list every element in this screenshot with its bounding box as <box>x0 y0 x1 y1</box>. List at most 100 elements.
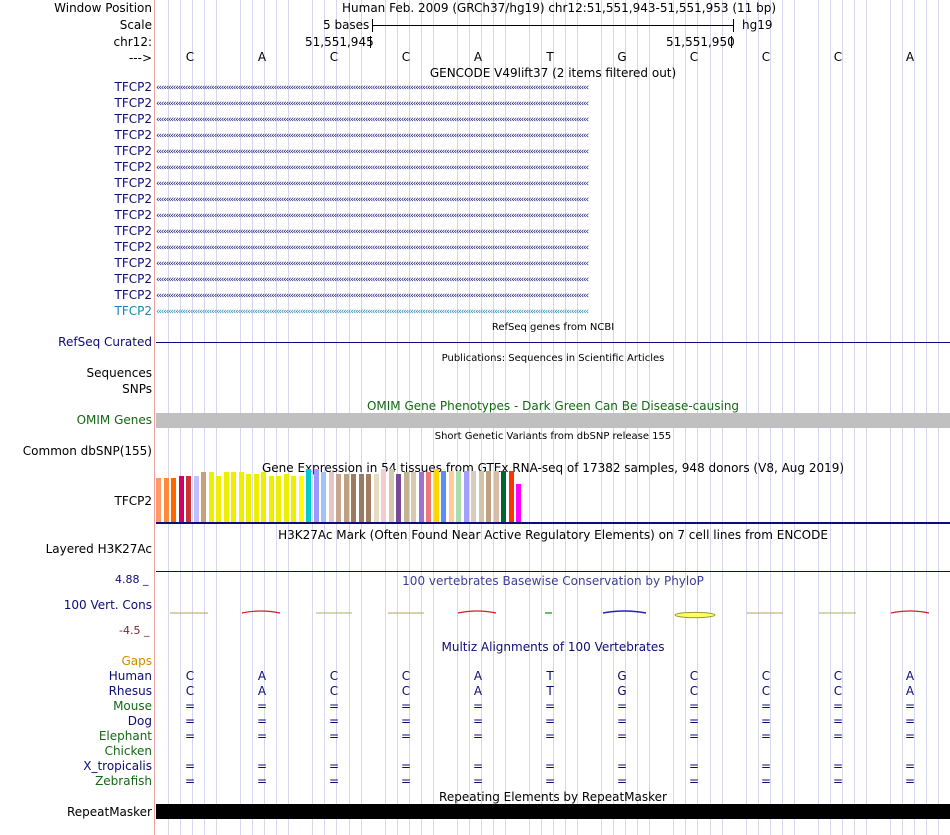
multiz-species-label[interactable]: Human <box>108 669 152 683</box>
phylop-title[interactable]: 100 vertebrates Basewise Conservation by… <box>402 574 704 588</box>
gtex-tissue-bar[interactable] <box>321 472 326 522</box>
multiz-species-label[interactable]: Rhesus <box>108 684 152 698</box>
gtex-tissue-bar[interactable] <box>396 474 401 522</box>
phylop-label[interactable]: 100 Vert. Cons <box>63 598 152 612</box>
gencode-item-track[interactable]: ‹‹‹‹‹‹‹‹‹‹‹‹‹‹‹‹‹‹‹‹‹‹‹‹‹‹‹‹‹‹‹‹‹‹‹‹‹‹‹‹… <box>156 259 589 269</box>
assembly-position[interactable]: Human Feb. 2009 (GRCh37/hg19) chr12:51,5… <box>342 1 777 15</box>
multiz-title[interactable]: Multiz Alignments of 100 Vertebrates <box>441 640 665 654</box>
gencode-item-label[interactable]: TFCP2 <box>114 128 152 142</box>
gencode-title[interactable]: GENCODE V49lift37 (2 items filtered out) <box>429 66 677 80</box>
gtex-tissue-bar[interactable] <box>268 476 274 522</box>
gtex-tissue-bar[interactable] <box>403 472 409 522</box>
gtex-tissue-bar[interactable] <box>291 476 296 522</box>
gencode-item-track[interactable]: ‹‹‹‹‹‹‹‹‹‹‹‹‹‹‹‹‹‹‹‹‹‹‹‹‹‹‹‹‹‹‹‹‹‹‹‹‹‹‹‹… <box>156 115 589 125</box>
gencode-item-label[interactable]: TFCP2 <box>114 80 152 94</box>
gencode-item-label[interactable]: TFCP2 <box>114 192 152 206</box>
gtex-tissue-bar[interactable] <box>358 474 364 522</box>
gtex-tissue-bar[interactable] <box>373 474 379 522</box>
gtex-tissue-bar[interactable] <box>508 471 514 522</box>
omim-label[interactable]: OMIM Genes <box>76 413 152 427</box>
gencode-item-label[interactable]: TFCP2 <box>114 288 152 302</box>
gtex-tissue-bar[interactable] <box>351 474 356 522</box>
gtex-tissue-bar[interactable] <box>478 471 484 522</box>
gtex-tissue-bar[interactable] <box>501 471 506 522</box>
gencode-item-label[interactable]: TFCP2 <box>114 144 152 158</box>
gtex-tissue-bar[interactable] <box>186 476 191 522</box>
gtex-tissue-bar[interactable] <box>223 472 229 522</box>
gtex-tissue-bar[interactable] <box>441 471 446 522</box>
gtex-tissue-bar[interactable] <box>231 472 236 522</box>
gencode-item-track[interactable]: ‹‹‹‹‹‹‹‹‹‹‹‹‹‹‹‹‹‹‹‹‹‹‹‹‹‹‹‹‹‹‹‹‹‹‹‹‹‹‹‹… <box>156 211 589 221</box>
gtex-tissue-bar[interactable] <box>163 478 169 522</box>
dbsnp-label[interactable]: Common dbSNP(155) <box>22 444 152 458</box>
gencode-item-track[interactable]: ‹‹‹‹‹‹‹‹‹‹‹‹‹‹‹‹‹‹‹‹‹‹‹‹‹‹‹‹‹‹‹‹‹‹‹‹‹‹‹‹… <box>156 131 589 141</box>
gencode-item-label[interactable]: TFCP2 <box>114 304 152 318</box>
gtex-tissue-bar[interactable] <box>433 469 439 522</box>
dbsnp-title[interactable]: Short Genetic Variants from dbSNP releas… <box>434 431 672 442</box>
gencode-item-track[interactable]: ‹‹‹‹‹‹‹‹‹‹‹‹‹‹‹‹‹‹‹‹‹‹‹‹‹‹‹‹‹‹‹‹‹‹‹‹‹‹‹‹… <box>156 227 589 237</box>
gencode-item-label[interactable]: TFCP2 <box>114 96 152 110</box>
gencode-item-track[interactable]: ‹‹‹‹‹‹‹‹‹‹‹‹‹‹‹‹‹‹‹‹‹‹‹‹‹‹‹‹‹‹‹‹‹‹‹‹‹‹‹‹… <box>156 307 589 317</box>
multiz-species-label[interactable]: Elephant <box>98 729 152 743</box>
gtex-tissue-bar[interactable] <box>178 476 184 522</box>
gencode-item-label[interactable]: TFCP2 <box>114 224 152 238</box>
gtex-tissue-bar[interactable] <box>493 471 499 522</box>
gtex-tissue-bar[interactable] <box>418 472 424 522</box>
gtex-tissue-bar[interactable] <box>388 469 394 522</box>
gencode-item-track[interactable]: ‹‹‹‹‹‹‹‹‹‹‹‹‹‹‹‹‹‹‹‹‹‹‹‹‹‹‹‹‹‹‹‹‹‹‹‹‹‹‹‹… <box>156 147 589 157</box>
repeatmasker-bar[interactable] <box>156 804 950 819</box>
gencode-item-track[interactable]: ‹‹‹‹‹‹‹‹‹‹‹‹‹‹‹‹‹‹‹‹‹‹‹‹‹‹‹‹‹‹‹‹‹‹‹‹‹‹‹‹… <box>156 275 589 285</box>
gencode-item-track[interactable]: ‹‹‹‹‹‹‹‹‹‹‹‹‹‹‹‹‹‹‹‹‹‹‹‹‹‹‹‹‹‹‹‹‹‹‹‹‹‹‹‹… <box>156 163 589 173</box>
gtex-tissue-bar[interactable] <box>246 474 251 522</box>
gencode-item-track[interactable]: ‹‹‹‹‹‹‹‹‹‹‹‹‹‹‹‹‹‹‹‹‹‹‹‹‹‹‹‹‹‹‹‹‹‹‹‹‹‹‹‹… <box>156 195 589 205</box>
gtex-tissue-bar[interactable] <box>283 474 289 522</box>
gtex-tissue-bar[interactable] <box>448 471 454 522</box>
gtex-tissue-bar[interactable] <box>516 484 521 522</box>
gtex-tissue-bar[interactable] <box>216 476 221 522</box>
gtex-tissue-bar[interactable] <box>381 469 386 522</box>
gtex-tissue-bar[interactable] <box>343 474 349 522</box>
gtex-label[interactable]: TFCP2 <box>114 494 152 508</box>
h3k27ac-title[interactable]: H3K27Ac Mark (Often Found Near Active Re… <box>278 528 828 542</box>
gtex-tissue-bar[interactable] <box>456 471 461 522</box>
gtex-tissue-bar[interactable] <box>366 474 371 522</box>
gtex-tissue-bar[interactable] <box>276 476 281 522</box>
gtex-tissue-bar[interactable] <box>253 474 259 522</box>
phylop-plot[interactable] <box>156 604 950 624</box>
gtex-bar-chart[interactable] <box>156 469 556 522</box>
gtex-tissue-bar[interactable] <box>298 476 304 522</box>
gtex-tissue-bar[interactable] <box>171 478 176 522</box>
gencode-item-label[interactable]: TFCP2 <box>114 112 152 126</box>
repeatmasker-title[interactable]: Repeating Elements by RepeatMasker <box>439 790 667 804</box>
sequences-label[interactable]: Sequences <box>86 366 152 380</box>
gencode-item-label[interactable]: TFCP2 <box>114 272 152 286</box>
multiz-species-label[interactable]: Chicken <box>104 744 152 758</box>
refseq-label[interactable]: RefSeq Curated <box>58 335 152 349</box>
gtex-tissue-bar[interactable] <box>201 472 206 522</box>
multiz-species-label[interactable]: Dog <box>127 714 152 728</box>
gencode-item-track[interactable]: ‹‹‹‹‹‹‹‹‹‹‹‹‹‹‹‹‹‹‹‹‹‹‹‹‹‹‹‹‹‹‹‹‹‹‹‹‹‹‹‹… <box>156 179 589 189</box>
gencode-item-label[interactable]: TFCP2 <box>114 240 152 254</box>
gtex-tissue-bar[interactable] <box>486 471 491 522</box>
omim-bar[interactable] <box>156 413 950 428</box>
multiz-species-label[interactable]: Gaps <box>121 654 152 668</box>
gtex-tissue-bar[interactable] <box>261 472 266 522</box>
gtex-tissue-bar[interactable] <box>208 472 214 522</box>
gencode-item-label[interactable]: TFCP2 <box>114 256 152 270</box>
gtex-tissue-bar[interactable] <box>156 478 161 522</box>
gtex-tissue-bar[interactable] <box>306 469 311 522</box>
gtex-tissue-bar[interactable] <box>463 471 469 522</box>
multiz-species-label[interactable]: Zebrafish <box>95 774 152 788</box>
gtex-tissue-bar[interactable] <box>426 472 431 522</box>
gencode-item-track[interactable]: ‹‹‹‹‹‹‹‹‹‹‹‹‹‹‹‹‹‹‹‹‹‹‹‹‹‹‹‹‹‹‹‹‹‹‹‹‹‹‹‹… <box>156 99 589 109</box>
gencode-item-track[interactable]: ‹‹‹‹‹‹‹‹‹‹‹‹‹‹‹‹‹‹‹‹‹‹‹‹‹‹‹‹‹‹‹‹‹‹‹‹‹‹‹‹… <box>156 83 589 93</box>
snps-label[interactable]: SNPs <box>122 382 152 396</box>
gtex-title[interactable]: Gene Expression in 54 tissues from GTEx … <box>261 461 845 475</box>
gtex-tissue-bar[interactable] <box>336 474 341 522</box>
gtex-tissue-bar[interactable] <box>471 471 476 522</box>
omim-title[interactable]: OMIM Gene Phenotypes - Dark Green Can Be… <box>366 399 740 413</box>
gencode-item-track[interactable]: ‹‹‹‹‹‹‹‹‹‹‹‹‹‹‹‹‹‹‹‹‹‹‹‹‹‹‹‹‹‹‹‹‹‹‹‹‹‹‹‹… <box>156 291 589 301</box>
gtex-tissue-bar[interactable] <box>328 472 334 522</box>
repeatmasker-label[interactable]: RepeatMasker <box>66 805 152 819</box>
gtex-tissue-bar[interactable] <box>238 472 244 522</box>
